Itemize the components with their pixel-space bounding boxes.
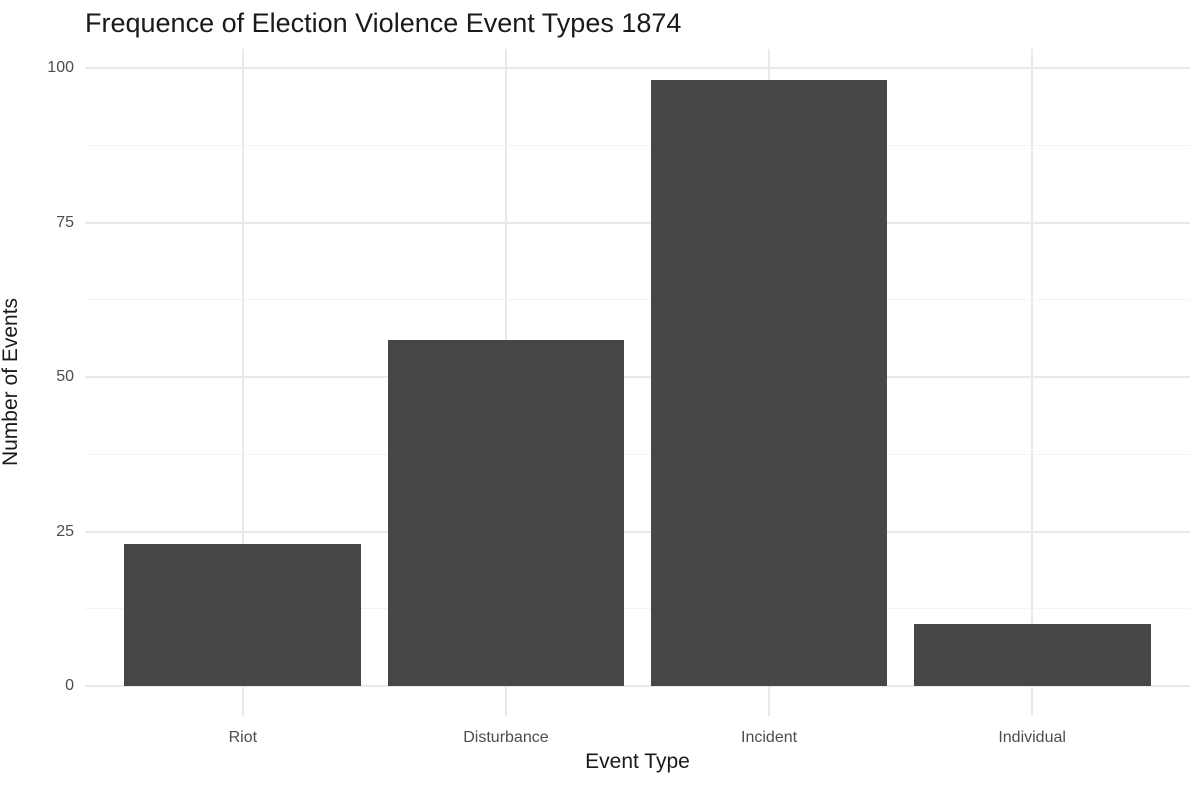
x-axis-title: Event Type <box>585 750 690 773</box>
gridline-vertical <box>241 49 244 716</box>
bar-individual <box>913 624 1151 686</box>
gridline-horizontal-minor <box>85 144 1190 146</box>
x-tick-label: Disturbance <box>463 729 549 746</box>
x-tick-label: Incident <box>741 729 798 746</box>
gridline-horizontal-major <box>85 221 1190 224</box>
gridline-horizontal-major <box>85 376 1190 378</box>
y-tick-label: 100 <box>47 59 74 76</box>
gridline-vertical <box>1031 49 1034 716</box>
bar-disturbance <box>387 339 625 686</box>
y-tick-label: 75 <box>56 213 74 231</box>
chart-title: Frequence of Election Violence Event Typ… <box>85 8 682 38</box>
x-axis-tick-labels: Riot Disturbance Incident Individual <box>85 728 1190 750</box>
plot-panel <box>85 49 1190 716</box>
gridline-horizontal-minor <box>85 608 1190 610</box>
bar-riot <box>124 543 362 686</box>
gridline-horizontal-minor <box>85 299 1190 301</box>
bar-incident <box>650 80 888 686</box>
gridline-horizontal-major <box>85 685 1190 687</box>
gridline-horizontal-major <box>85 530 1190 533</box>
y-tick-label: 0 <box>65 677 74 694</box>
y-axis-tick-labels: 0 25 50 75 100 <box>0 0 74 786</box>
gridline-horizontal-minor <box>85 453 1190 455</box>
gridline-horizontal-major <box>85 67 1190 69</box>
x-tick-label: Individual <box>998 729 1066 746</box>
y-tick-label: 50 <box>56 368 74 385</box>
x-tick-label: Riot <box>228 729 258 746</box>
y-tick-label: 25 <box>56 522 74 540</box>
